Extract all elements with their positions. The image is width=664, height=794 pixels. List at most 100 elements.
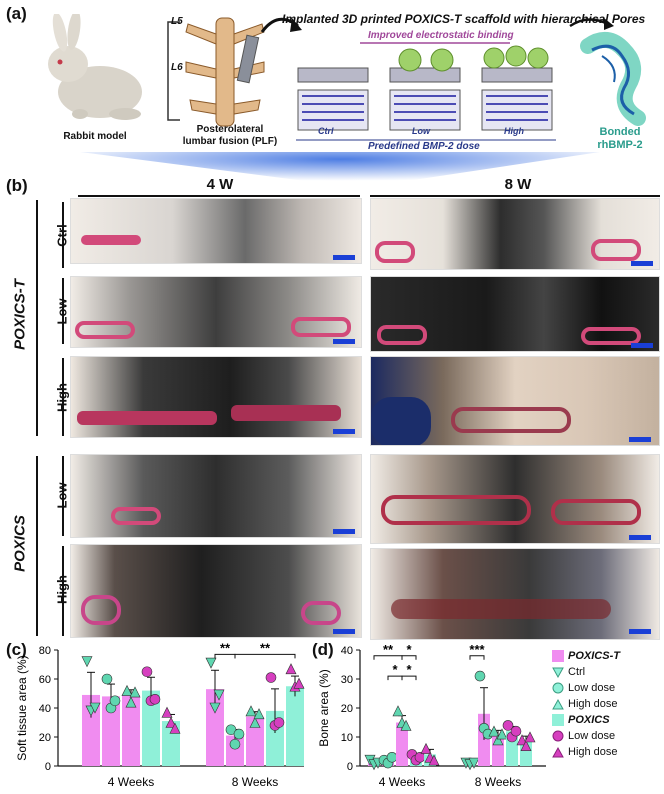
data-point	[400, 719, 412, 731]
row-label-low-t: Low	[54, 298, 70, 325]
histology-high-4w	[70, 544, 362, 638]
bmp2-label-line2: rhBMP-2	[597, 139, 643, 151]
y-tick-label: 10	[341, 732, 353, 744]
row-rule-1	[62, 202, 64, 268]
rabbit-caption: Rabbit model	[63, 131, 127, 142]
legend-low-label: Low dose	[568, 730, 616, 742]
significance-label: *	[406, 642, 412, 657]
histology-ctrl-8w	[370, 198, 660, 270]
data-point	[141, 666, 153, 678]
bmp2-label-line1: Bonded	[599, 126, 641, 138]
week-8w-rule	[370, 195, 660, 197]
arrow-to-bmp-icon	[569, 18, 614, 30]
group-label-poxics-t: POXICS-T	[11, 279, 29, 350]
row-rule-3	[62, 358, 64, 436]
significance-bracket	[469, 655, 485, 660]
data-point	[129, 686, 141, 698]
bar	[286, 686, 304, 766]
plf-caption-line1: Posterolateral	[196, 124, 264, 135]
significance-label: **	[383, 642, 394, 657]
data-point	[492, 734, 504, 746]
x-tick-label: 4 Weeks	[108, 775, 154, 789]
histology-high-t-8w	[370, 356, 660, 446]
scaffold-ctrl	[297, 67, 369, 131]
legend-low-t-label: Low dose	[568, 682, 616, 694]
significance-label: **	[220, 640, 231, 655]
data-point	[245, 705, 257, 717]
row-label-high-t: High	[54, 383, 70, 412]
y-tick-label: 60	[39, 674, 51, 686]
data-point	[253, 708, 265, 720]
data-point	[273, 717, 285, 728]
data-point	[89, 702, 101, 714]
histology-high-8w	[370, 548, 660, 640]
significance-bracket	[401, 655, 417, 660]
data-point	[420, 742, 432, 754]
histology-low-t-4w	[70, 276, 362, 348]
significance-label: *	[392, 662, 398, 677]
data-point	[81, 656, 93, 668]
group-rule-poxics	[36, 456, 38, 636]
data-point	[468, 757, 480, 769]
data-point	[209, 702, 221, 714]
panel-d-label: (d)	[312, 640, 334, 659]
data-point	[510, 725, 522, 737]
data-point	[428, 754, 440, 766]
legend-swatch-pink	[552, 650, 564, 662]
bar	[102, 696, 120, 766]
data-point	[169, 722, 181, 734]
bar	[82, 694, 100, 766]
data-point	[265, 672, 277, 683]
group-label-poxics: POXICS	[11, 515, 29, 572]
row-rule-5	[62, 546, 64, 636]
vertebra-l5-label: L5	[171, 16, 183, 27]
week-header-4w: 4 W	[206, 176, 234, 193]
bar	[122, 694, 140, 766]
chart-soft-tissue: 0 20 40 60 80 Soft tissue area (%) 4 Weeks 8 We…	[15, 640, 305, 789]
data-point	[233, 728, 245, 740]
data-point	[249, 716, 261, 728]
rabbit-illustration	[48, 14, 142, 120]
histology-low-8w	[370, 454, 660, 544]
data-point	[205, 657, 217, 669]
y-tick-label: 30	[341, 674, 353, 686]
legend-group1-label: POXICS-T	[568, 650, 620, 662]
legend-group2: POXICS	[552, 712, 664, 728]
triangle-down-icon	[552, 667, 564, 678]
y-tick-label: 20	[341, 703, 353, 715]
plf-caption: Posterolateral lumbar fusion (PLF)	[180, 124, 280, 148]
y-tick-label: 0	[45, 761, 51, 773]
panel-b-label: (b)	[6, 176, 28, 195]
scaffold-group	[297, 45, 553, 131]
legend-item-high: High dose	[552, 744, 664, 760]
week-4w-rule	[78, 195, 360, 197]
histology-low-t-8w	[370, 276, 660, 352]
data-point	[125, 696, 137, 708]
data-point	[516, 734, 528, 746]
legend-item-low: Low dose	[552, 728, 664, 744]
bmp2-molecule	[580, 32, 646, 126]
significance-bracket	[234, 653, 296, 659]
dose-caption: Predefined BMP-2 dose	[368, 141, 480, 152]
legend-high-label: High dose	[568, 746, 618, 758]
significance-bracket	[401, 675, 417, 681]
data-point	[109, 695, 121, 707]
bar	[246, 716, 264, 766]
data-point	[213, 689, 225, 701]
legend-high-t-label: High dose	[568, 698, 618, 710]
y-tick-label: 0	[347, 761, 353, 773]
legend-group1: POXICS-T	[552, 648, 664, 664]
dose-label-high: High	[504, 126, 524, 136]
data-point	[488, 725, 500, 737]
y-tick-label: 80	[39, 645, 51, 657]
y-axis-label: Bone area (%)	[317, 669, 331, 746]
y-tick-label: 40	[341, 645, 353, 657]
circle-icon	[552, 682, 564, 694]
row-label-ctrl: Ctrl	[54, 224, 70, 247]
row-label-low: Low	[54, 482, 70, 509]
data-point	[496, 728, 508, 740]
week-header-8w: 8 W	[504, 176, 532, 193]
x-tick-label: 4 Weeks	[379, 775, 425, 789]
x-tick-label: 8 Weeks	[475, 775, 521, 789]
